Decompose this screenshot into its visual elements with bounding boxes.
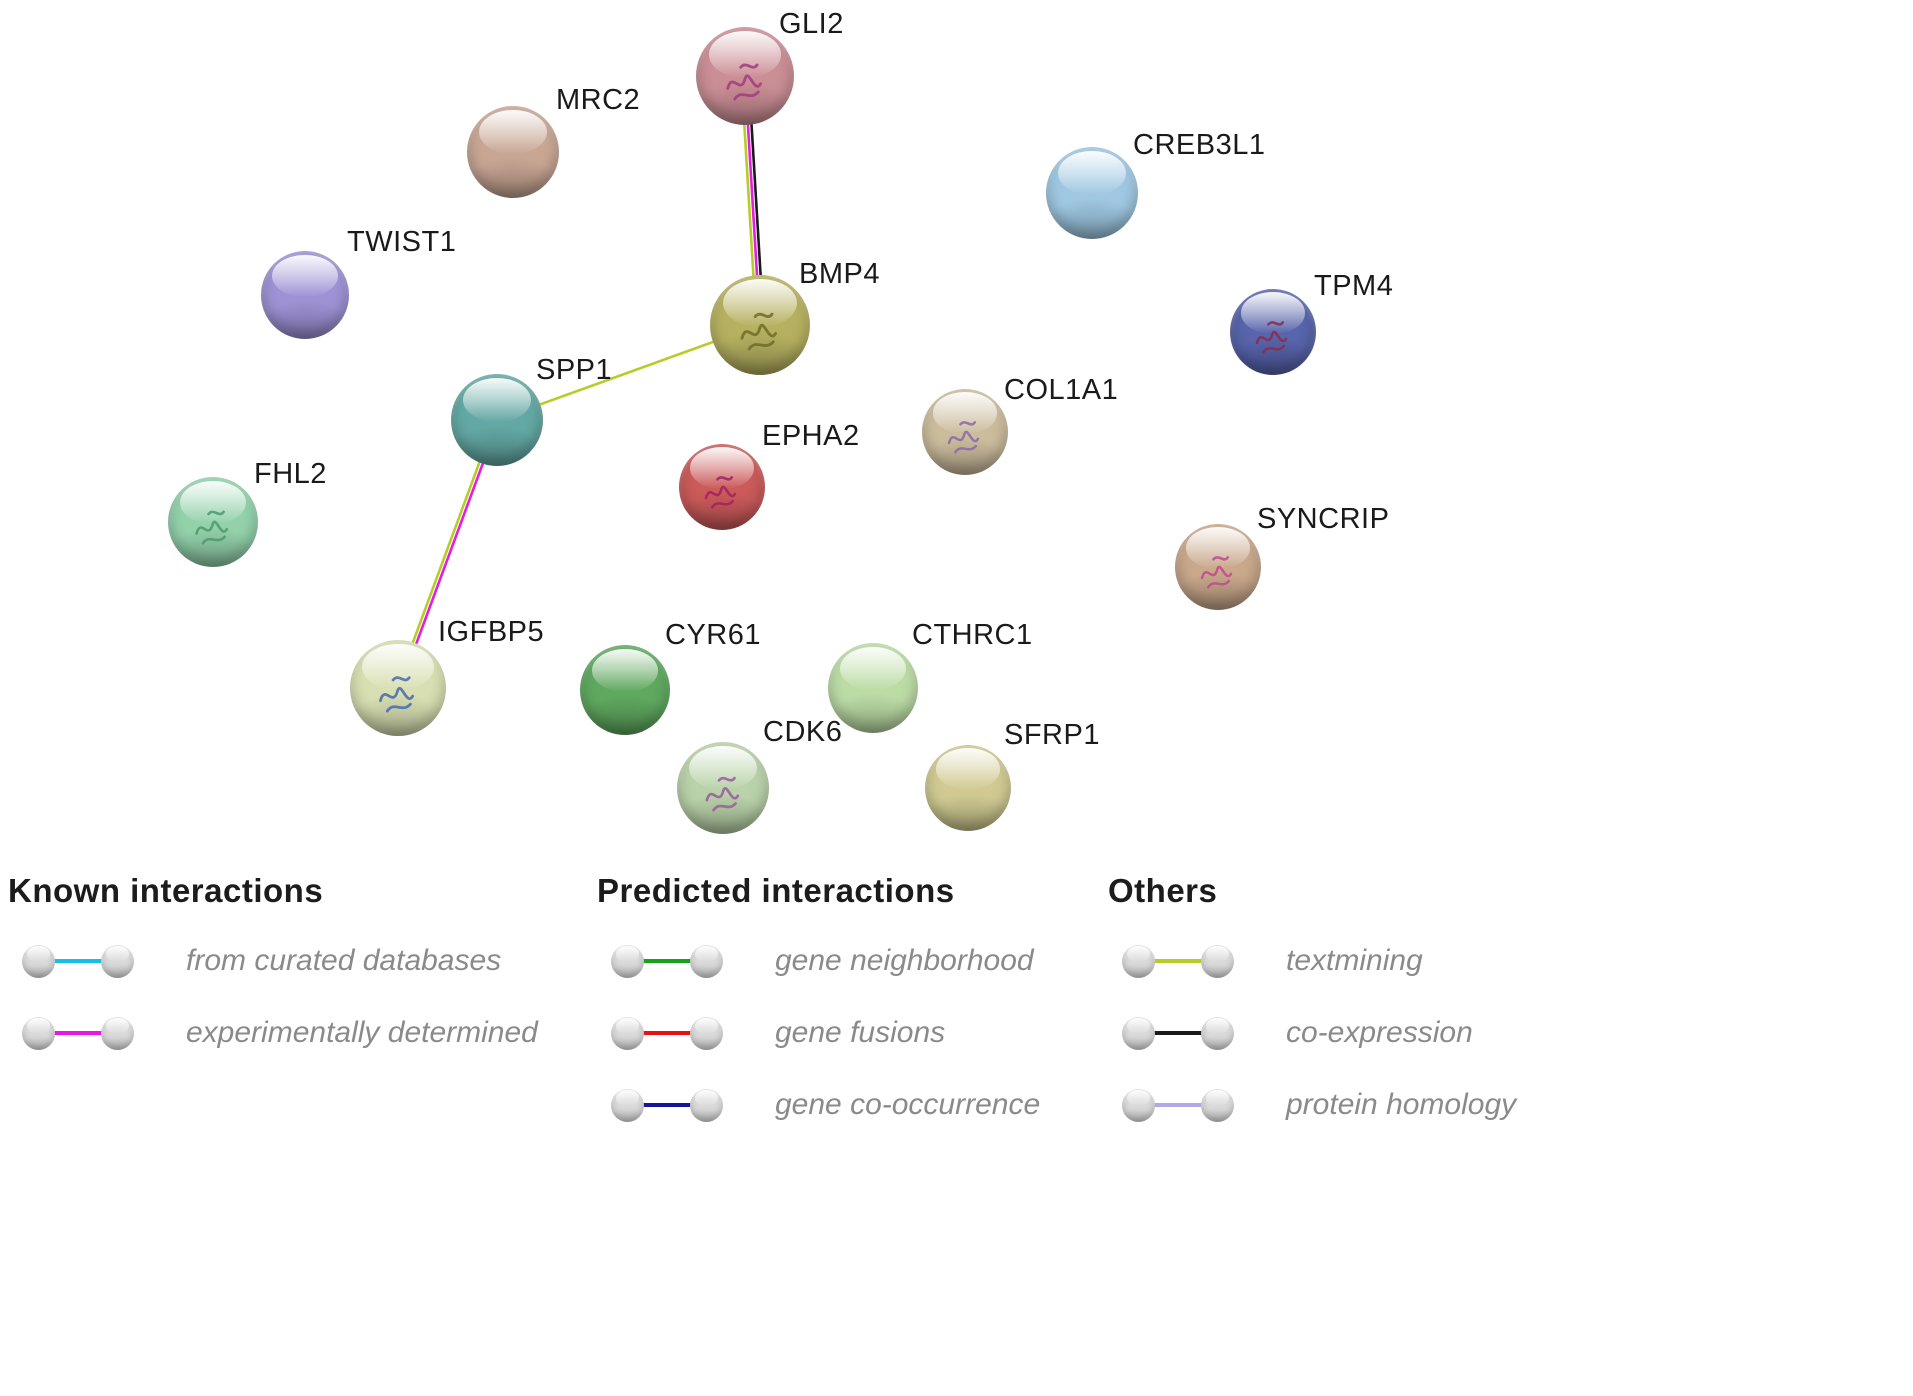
- legend-item-label: gene neighborhood: [775, 944, 1034, 977]
- mini-node-icon: [1122, 944, 1155, 978]
- legend-item-label: gene fusions: [775, 1016, 946, 1049]
- legend-item: gene neighborhood: [597, 932, 1087, 990]
- node-gli2[interactable]: [696, 27, 794, 125]
- mini-node-icon: [22, 944, 55, 978]
- protein-structure-icon: [948, 421, 980, 454]
- legend-item-label: gene co-occurrence: [775, 1088, 1041, 1121]
- mini-node-icon: [690, 944, 723, 978]
- legend-title-known: Known interactions: [8, 872, 324, 909]
- edge-type-icon: [611, 1016, 723, 1050]
- protein-structure-icon: [705, 776, 739, 812]
- protein-structure-icon: [740, 312, 778, 351]
- mini-node-icon: [611, 1088, 644, 1122]
- mini-node-icon: [611, 944, 644, 978]
- node-mrc2[interactable]: [467, 106, 559, 198]
- legend-item: gene co-occurrence: [597, 1076, 1087, 1134]
- node-twist1[interactable]: [261, 251, 349, 339]
- mini-node-icon: [611, 1016, 644, 1050]
- protein-structure-icon: [705, 476, 737, 509]
- node-col1a1[interactable]: [922, 389, 1008, 475]
- legend-item-label: experimentally determined: [186, 1016, 538, 1049]
- edge-type-icon: [22, 1016, 134, 1050]
- legend-item-label: protein homology: [1286, 1088, 1517, 1121]
- legend-item: experimentally determined: [8, 1004, 568, 1062]
- legend-item: gene fusions: [597, 1004, 1087, 1062]
- node-syncrip[interactable]: [1175, 524, 1261, 610]
- legend-others: Others textmining co-expression protein ho…: [1108, 872, 1668, 1148]
- mini-edge-line: [641, 1031, 693, 1035]
- mini-node-icon: [690, 1016, 723, 1050]
- mini-node-icon: [690, 1088, 723, 1122]
- node-bmp4[interactable]: [710, 275, 810, 375]
- legend-items-predicted: gene neighborhood gene fusions gene co-occ…: [597, 932, 1087, 1134]
- mini-edge-line: [1152, 959, 1204, 963]
- node-tpm4[interactable]: [1230, 289, 1316, 375]
- edge-type-icon: [611, 944, 723, 978]
- legend-item: from curated databases: [8, 932, 568, 990]
- node-fhl2[interactable]: [168, 477, 258, 567]
- node-spp1[interactable]: [451, 374, 543, 466]
- mini-node-icon: [1201, 1088, 1234, 1122]
- protein-structure-icon: [195, 510, 229, 545]
- mini-edge-line: [1152, 1031, 1204, 1035]
- legend-items-known: from curated databases experimentally det…: [8, 932, 568, 1062]
- mini-node-icon: [1201, 1016, 1234, 1050]
- legend-item: protein homology: [1108, 1076, 1668, 1134]
- mini-edge-line: [52, 959, 104, 963]
- mini-node-icon: [1122, 1016, 1155, 1050]
- node-creb3l1[interactable]: [1046, 147, 1138, 239]
- legend-known-interactions: Known interactions from curated database…: [8, 872, 568, 1076]
- protein-structure-icon: [379, 676, 415, 713]
- legend-item: co-expression: [1108, 1004, 1668, 1062]
- protein-structure-icon: [1256, 321, 1288, 354]
- mini-node-icon: [1201, 944, 1234, 978]
- legend-item: textmining: [1108, 932, 1668, 990]
- legend-item-label: co-expression: [1286, 1016, 1473, 1049]
- protein-structure-icon: [725, 63, 762, 101]
- legend-title-others: Others: [1108, 872, 1218, 909]
- edge-type-icon: [1122, 1016, 1234, 1050]
- legend-item-label: textmining: [1286, 944, 1423, 977]
- node-epha2[interactable]: [679, 444, 765, 530]
- mini-edge-line: [641, 1103, 693, 1107]
- protein-structure-icon: [1201, 556, 1233, 589]
- legend-predicted-interactions: Predicted interactions gene neighborhood…: [597, 872, 1087, 1148]
- legend-items-others: textmining co-expression protein homology: [1108, 932, 1668, 1134]
- mini-node-icon: [101, 944, 134, 978]
- edge-type-icon: [1122, 1088, 1234, 1122]
- node-cthrc1[interactable]: [828, 643, 918, 733]
- mini-edge-line: [52, 1031, 104, 1035]
- mini-edge-line: [1152, 1103, 1204, 1107]
- mini-edge-line: [641, 959, 693, 963]
- node-cyr61[interactable]: [580, 645, 670, 735]
- legend-title-predicted: Predicted interactions: [597, 872, 955, 909]
- mini-node-icon: [101, 1016, 134, 1050]
- node-igfbp5[interactable]: [350, 640, 446, 736]
- edge-type-icon: [611, 1088, 723, 1122]
- node-cdk6[interactable]: [677, 742, 769, 834]
- edge-type-icon: [1122, 944, 1234, 978]
- mini-node-icon: [22, 1016, 55, 1050]
- edge-type-icon: [22, 944, 134, 978]
- node-sfrp1[interactable]: [925, 745, 1011, 831]
- legend-item-label: from curated databases: [186, 944, 502, 977]
- mini-node-icon: [1122, 1088, 1155, 1122]
